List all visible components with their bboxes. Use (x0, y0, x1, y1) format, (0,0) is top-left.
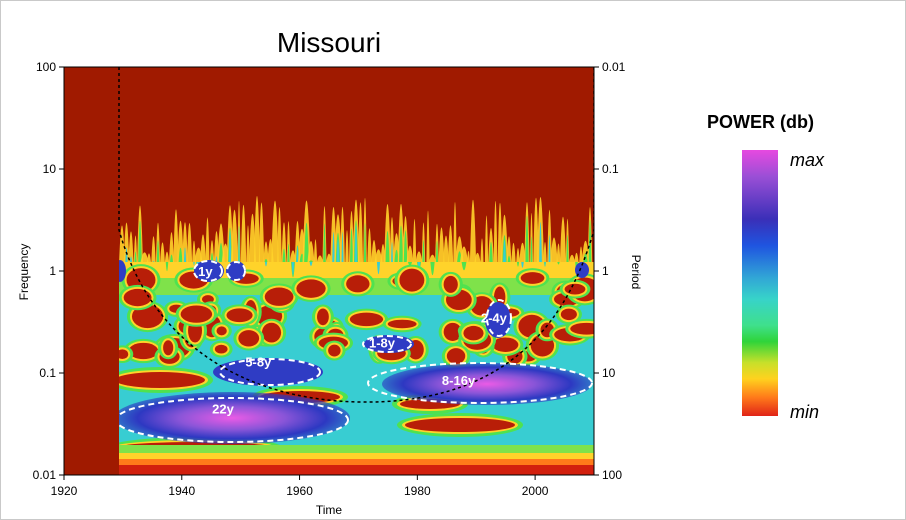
x-tick-label: 1960 (286, 484, 313, 498)
y-tick-label-right: 10 (602, 366, 616, 380)
y-tick-label-left: 0.01 (33, 468, 57, 482)
x-tick-label: 2000 (522, 484, 549, 498)
y-axis-left: 100 10 1 0.1 0.01 (33, 60, 64, 482)
region-5-8y (213, 358, 323, 386)
x-tick-label: 1980 (404, 484, 431, 498)
y-tick-label-right: 100 (602, 468, 622, 482)
y-tick-label-left: 10 (43, 162, 57, 176)
x-axis-label: Time (316, 503, 343, 517)
no-data-mask (64, 67, 119, 475)
y-tick-label-left: 100 (36, 60, 56, 74)
y-tick-label-right: 0.01 (602, 60, 626, 74)
legend-colorbar (742, 150, 778, 416)
y-tick-label-right: 1 (602, 264, 609, 278)
period-annotation-label: 22y (212, 401, 234, 416)
y-axis-left-label: Frequency (17, 244, 31, 301)
region-1y (194, 260, 224, 282)
legend-title: POWER (db) (707, 112, 814, 132)
legend-min-label: min (790, 402, 820, 422)
period-annotation-label: 8-16y (442, 373, 476, 388)
region-2-4y (485, 302, 511, 338)
period-annotation-label: 2-4y (481, 311, 508, 326)
period-annotation-label: 1y (198, 264, 213, 279)
power-spikes (119, 196, 593, 278)
period-annotation-label: 1-8y (369, 335, 396, 350)
x-axis: 1920 1940 1960 1980 2000 (51, 475, 549, 498)
region-1-8y (364, 335, 414, 353)
power-spectrum-area (64, 67, 594, 475)
period-annotations: 1y 1-8y 2-4y 5-8y 8-16y 22y (198, 264, 508, 416)
region-22y (114, 392, 350, 444)
y-tick-label-left: 0.1 (39, 366, 56, 380)
chart-title: Missouri (277, 27, 381, 58)
region-8-16y (382, 363, 592, 405)
y-tick-label-left: 1 (49, 264, 56, 278)
x-tick-label: 1940 (168, 484, 195, 498)
legend-max-label: max (790, 150, 825, 170)
y-axis-right-label: Period (629, 255, 643, 290)
y-axis-right: 0.01 0.1 1 10 100 (594, 60, 626, 482)
y-tick-label-right: 0.1 (602, 162, 619, 176)
cone-of-influence (118, 67, 594, 403)
period-annotation-label: 5-8y (245, 354, 272, 369)
x-tick-label: 1920 (51, 484, 78, 498)
